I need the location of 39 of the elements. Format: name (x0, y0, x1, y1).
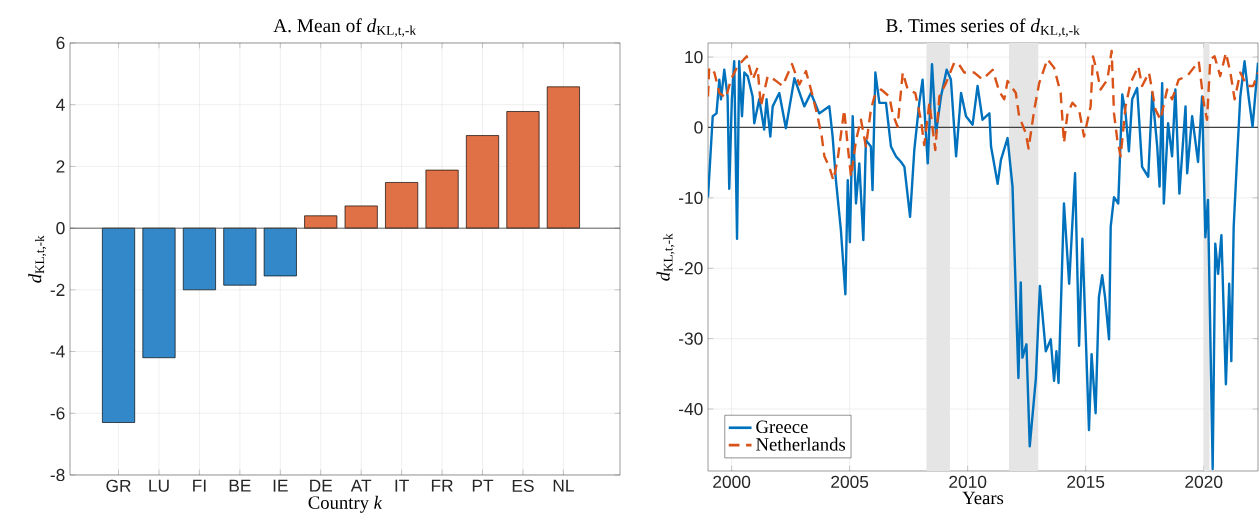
y-tick-label: 10 (685, 50, 703, 64)
legend-label: Netherlands (756, 437, 846, 451)
y-tick-label: -40 (679, 402, 703, 416)
x-tick-label: AT (350, 479, 372, 492)
x-tick-label: ES (512, 479, 534, 492)
x-axis-title: Country k (308, 495, 383, 513)
y-tick-label: -10 (679, 191, 703, 204)
y-tick-label: -20 (679, 262, 703, 275)
x-tick-label: LU (149, 479, 169, 492)
x-tick-label: FR (431, 479, 453, 492)
y-tick-label: -4 (50, 345, 65, 358)
legend-label: Greece (756, 420, 808, 434)
x-tick-label: FI (193, 479, 206, 492)
x-tick-label: GR (106, 479, 131, 492)
x-tick-label: 2020 (1185, 475, 1223, 488)
x-tick-label: 2010 (949, 475, 987, 488)
y-axis-title: d$_{KL,t,-k}$ (28, 235, 47, 283)
x-tick-label: 2005 (831, 475, 869, 488)
x-tick-label: IT (395, 479, 409, 492)
y-tick-label: -30 (679, 332, 703, 345)
y-axis-title: d$_{KL,t,-k}$ (656, 233, 675, 281)
y-tick-label: 0 (56, 221, 65, 235)
x-axis-title: Years (962, 491, 1004, 505)
x-tick-label: BE (229, 479, 251, 492)
x-tick-label: PT (472, 479, 494, 492)
chart-title: B. Times series of d$_{KL,t,-k}$ (886, 18, 1080, 37)
x-tick-label: NL (553, 479, 574, 492)
y-tick-label: 4 (56, 98, 65, 111)
y-tick-label: 2 (56, 160, 65, 173)
y-tick-label: 6 (56, 36, 65, 50)
y-tick-label: 0 (694, 121, 703, 134)
chart-title: A. Mean of d$_{KL,t,-k}$ (273, 18, 417, 37)
x-tick-label: 2000 (713, 475, 751, 488)
x-tick-label: IE (273, 479, 288, 492)
y-tick-label: -2 (50, 283, 65, 296)
x-tick-label: DE (310, 479, 333, 492)
x-tick-label: 2015 (1067, 475, 1105, 488)
y-tick-label: -6 (50, 407, 65, 420)
y-tick-label: -8 (50, 468, 65, 482)
